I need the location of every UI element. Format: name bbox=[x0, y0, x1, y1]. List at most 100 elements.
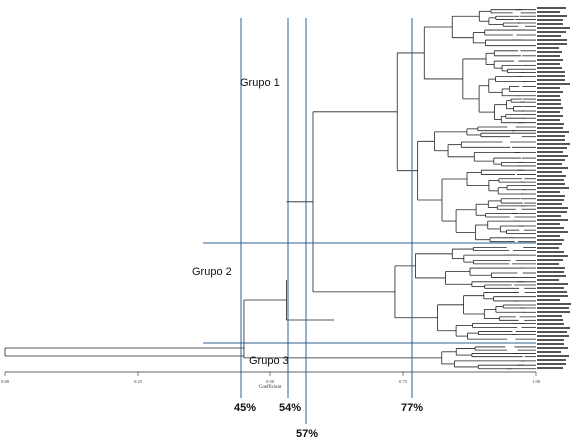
leaf-label-glyph bbox=[537, 291, 567, 293]
leaf-label bbox=[537, 126, 563, 130]
leaf-label bbox=[537, 106, 563, 110]
leaf-label-glyph bbox=[537, 143, 570, 145]
leaf-label-glyph bbox=[537, 43, 567, 45]
leaf-label-glyph bbox=[537, 31, 566, 33]
leaf-label bbox=[537, 90, 563, 94]
leaf-label bbox=[537, 250, 564, 254]
leaf-label bbox=[537, 282, 568, 286]
leaf-label bbox=[537, 266, 565, 270]
leaf-label-glyph bbox=[537, 155, 568, 157]
leaf-label-glyph bbox=[537, 51, 562, 53]
cut-label-77: 77% bbox=[401, 402, 424, 414]
leaf-label-glyph bbox=[537, 7, 566, 9]
tick-label: 1.00 bbox=[532, 379, 540, 384]
leaf-label bbox=[537, 114, 563, 118]
leaf-label-glyph bbox=[537, 75, 565, 77]
leaf-label-glyph bbox=[537, 347, 568, 349]
leaf-label-glyph bbox=[537, 363, 566, 365]
leaf-label bbox=[537, 54, 560, 58]
leaf-label-glyph bbox=[537, 255, 568, 257]
leaf-label-glyph bbox=[537, 163, 562, 165]
leaf-label-glyph bbox=[537, 219, 568, 221]
leaf-label-glyph bbox=[537, 131, 569, 133]
leaf-label bbox=[537, 358, 566, 362]
leaf-label bbox=[537, 34, 561, 38]
leaf-label-glyph bbox=[537, 271, 564, 273]
leaf-label-glyph bbox=[537, 135, 565, 137]
leaf-label bbox=[537, 214, 561, 218]
leaf-label bbox=[537, 354, 569, 358]
group-label-2: Grupo 2 bbox=[192, 266, 232, 278]
leaf-label bbox=[537, 86, 560, 90]
tick-label: 0.00 bbox=[1, 379, 9, 384]
leaf-label bbox=[537, 314, 562, 318]
leaf-label bbox=[537, 82, 570, 86]
group-label-1: Grupo 1 bbox=[240, 77, 280, 89]
leaf-label-glyph bbox=[537, 319, 563, 321]
leaf-label bbox=[537, 74, 565, 78]
leaf-label-glyph bbox=[537, 259, 563, 261]
leaf-label-glyph bbox=[537, 263, 559, 265]
leaf-label bbox=[537, 322, 564, 326]
leaf-label bbox=[537, 102, 561, 106]
leaf-label-glyph bbox=[537, 115, 563, 117]
leaf-label bbox=[537, 50, 562, 54]
leaf-label-glyph bbox=[537, 79, 565, 81]
leaf-label bbox=[537, 118, 560, 122]
leaf-label bbox=[537, 366, 563, 370]
leaf-label-glyph bbox=[537, 171, 562, 173]
leaf-label-glyph bbox=[537, 359, 566, 361]
leaf-label bbox=[537, 346, 568, 350]
leaf-label-glyph bbox=[537, 239, 564, 241]
leaf-label bbox=[537, 218, 568, 222]
leaf-label bbox=[537, 130, 569, 134]
leaf-label bbox=[537, 146, 567, 150]
leaf-label-glyph bbox=[537, 215, 561, 217]
tick-label: 0.50 bbox=[266, 379, 274, 384]
leaf-label-glyph bbox=[537, 199, 564, 201]
leaf-label bbox=[537, 14, 567, 18]
leaf-label-glyph bbox=[537, 183, 565, 185]
leaf-label bbox=[537, 70, 565, 74]
tick-label: 0.25 bbox=[134, 379, 142, 384]
leaf-label-glyph bbox=[537, 287, 564, 289]
leaf-label bbox=[537, 262, 559, 266]
leaf-label-glyph bbox=[537, 147, 567, 149]
leaf-label-glyph bbox=[537, 303, 571, 305]
leaf-label bbox=[537, 182, 565, 186]
leaf-label-glyph bbox=[537, 59, 563, 61]
leaf-label bbox=[537, 10, 560, 14]
leaf-label-glyph bbox=[537, 11, 560, 13]
leaf-label bbox=[537, 26, 570, 30]
leaf-label bbox=[537, 6, 566, 10]
leaf-label-glyph bbox=[537, 247, 559, 249]
leaf-label-glyph bbox=[537, 15, 567, 17]
leaf-label bbox=[537, 246, 559, 250]
leaf-label bbox=[537, 362, 566, 366]
leaf-label bbox=[537, 286, 564, 290]
leaf-label bbox=[537, 154, 568, 158]
leaf-label-glyph bbox=[537, 159, 565, 161]
leaf-label bbox=[537, 334, 569, 338]
leaf-label bbox=[537, 278, 559, 282]
leaf-label bbox=[537, 62, 560, 66]
leaf-label bbox=[537, 174, 566, 178]
leaf-label bbox=[537, 142, 570, 146]
leaf-label-glyph bbox=[537, 47, 559, 49]
leaf-label bbox=[537, 310, 570, 314]
leaf-label bbox=[537, 42, 567, 46]
leaf-label bbox=[537, 134, 565, 138]
leaf-label bbox=[537, 330, 567, 334]
leaf-label bbox=[537, 226, 564, 230]
leaf-label-glyph bbox=[537, 267, 565, 269]
leaf-label-glyph bbox=[537, 139, 565, 141]
cut-label-54: 54% bbox=[279, 402, 302, 414]
leaf-label-glyph bbox=[537, 243, 562, 245]
leaf-label-glyph bbox=[537, 231, 568, 233]
leaf-label-glyph bbox=[537, 91, 563, 93]
leaf-label-glyph bbox=[537, 179, 564, 181]
leaf-label bbox=[537, 178, 564, 182]
leaf-label-glyph bbox=[537, 335, 569, 337]
leaf-label bbox=[537, 190, 560, 194]
